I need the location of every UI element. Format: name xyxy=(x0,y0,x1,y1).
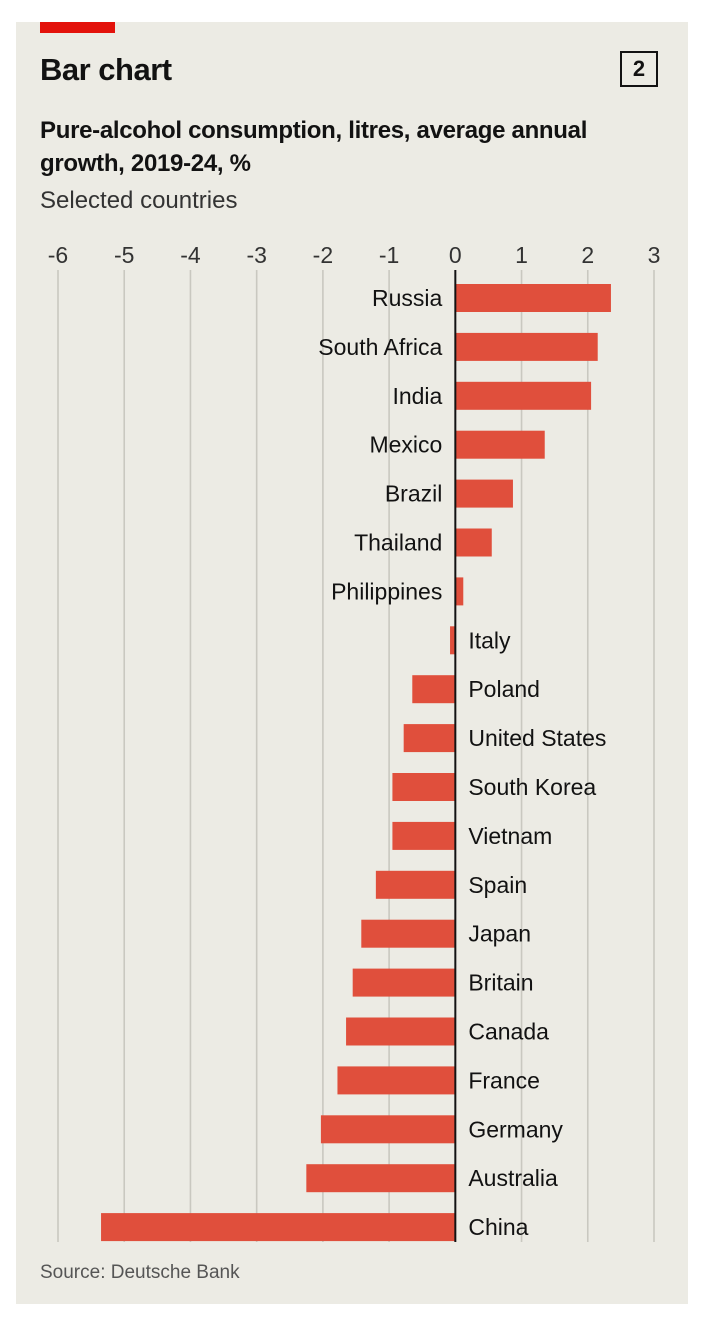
x-tick-label: -2 xyxy=(313,242,333,268)
category-label: Italy xyxy=(468,627,511,653)
bar xyxy=(412,675,456,704)
category-label: Philippines xyxy=(331,578,442,604)
x-tick-label: 2 xyxy=(581,242,594,268)
category-label: Spain xyxy=(468,872,527,898)
category-label: Russia xyxy=(372,285,443,311)
chart-note: Selected countries xyxy=(40,187,238,214)
x-tick-label: -1 xyxy=(379,242,399,268)
category-label: Mexico xyxy=(369,432,442,458)
category-label: South Korea xyxy=(468,774,596,800)
chart-subtitle: Pure-alcohol consumption, litres, averag… xyxy=(40,117,588,177)
x-tick-label: 3 xyxy=(648,242,661,268)
chart-title: Bar chart xyxy=(40,52,172,87)
x-tick-label: -4 xyxy=(180,242,201,268)
category-label: Britain xyxy=(468,970,533,996)
bar xyxy=(375,870,456,899)
bar xyxy=(320,1115,456,1144)
category-label: Canada xyxy=(468,1019,549,1045)
bar xyxy=(392,773,456,801)
bar xyxy=(337,1066,456,1095)
bar xyxy=(392,821,456,850)
category-label: Brazil xyxy=(385,481,443,507)
category-label: Germany xyxy=(468,1116,563,1142)
category-label: Japan xyxy=(468,921,531,947)
category-labels: Russia South Africa India Mexico Brazil Thail… xyxy=(318,285,606,1240)
category-label: India xyxy=(392,383,442,409)
bar xyxy=(455,430,545,459)
bar xyxy=(455,332,598,361)
category-label: Vietnam xyxy=(468,823,552,849)
category-label: United States xyxy=(468,725,606,751)
bars xyxy=(101,284,611,1242)
x-axis-tick-labels: -6 -5 -4 -3 -2 -1 0 1 2 3 xyxy=(48,242,661,268)
category-label: Australia xyxy=(468,1165,558,1191)
bar xyxy=(101,1213,456,1242)
x-tick-label: 0 xyxy=(449,242,462,268)
bar xyxy=(352,968,456,997)
bar xyxy=(455,381,592,410)
category-label: France xyxy=(468,1067,540,1093)
x-tick-label: 1 xyxy=(515,242,528,268)
bar xyxy=(346,1017,456,1046)
bar xyxy=(403,724,456,753)
bar xyxy=(455,577,464,606)
x-tick-label: -3 xyxy=(246,242,266,268)
source-note: Source: Deutsche Bank xyxy=(40,1262,240,1283)
gridlines xyxy=(57,270,655,1242)
bar xyxy=(455,479,513,508)
bar xyxy=(306,1164,456,1193)
x-tick-label: -6 xyxy=(48,242,68,268)
category-label: South Africa xyxy=(318,334,442,360)
category-label: China xyxy=(468,1214,528,1240)
bar xyxy=(450,626,456,655)
brand-red-tag xyxy=(40,22,115,33)
category-label: Poland xyxy=(468,676,540,702)
bar xyxy=(455,284,611,312)
bar xyxy=(361,919,456,948)
category-label: Thailand xyxy=(354,530,442,556)
x-tick-label: -5 xyxy=(114,242,134,268)
bar xyxy=(455,528,492,557)
chart-number-badge: 2 xyxy=(620,51,658,87)
